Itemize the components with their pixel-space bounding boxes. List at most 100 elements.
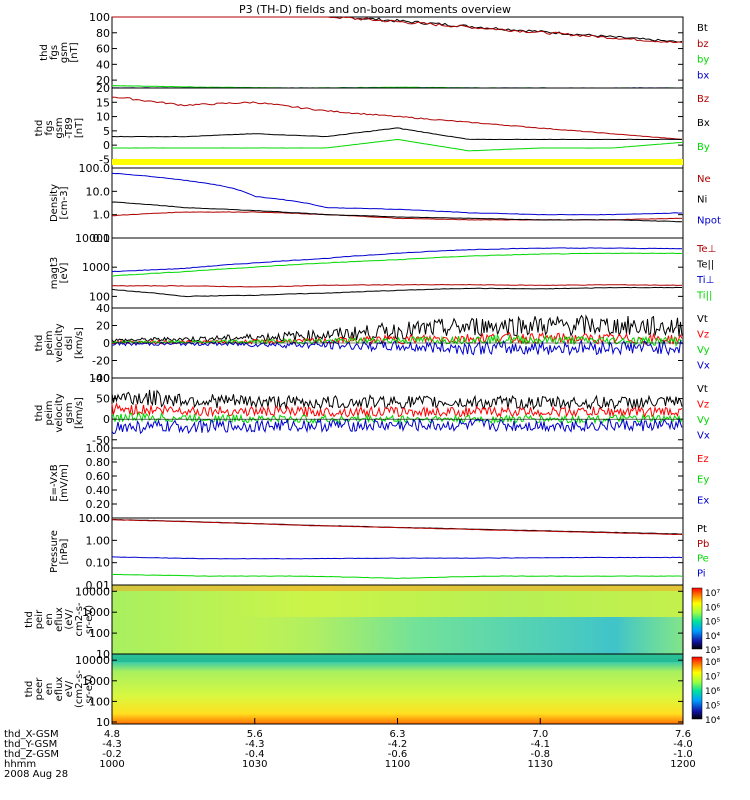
series-line-Vx: [111, 417, 683, 435]
ephemeris-label: thd_Z-GSM: [4, 749, 59, 760]
legend-label: Te||: [696, 260, 714, 271]
legend-label: Bz: [697, 94, 709, 105]
ephemeris-value: 1000: [99, 759, 124, 770]
legend-label: Ti⊥: [696, 275, 714, 286]
panel-5: 100 50 0 -50 thd peim velocity gsm [km/s] Vt Vz Vy V…: [34, 372, 710, 449]
ephemeris-value: -4.3: [245, 739, 265, 750]
y-tick-label: 0.60: [86, 470, 111, 483]
y-tick-label: 100: [89, 372, 110, 385]
y-axis-label: thd: [39, 44, 50, 61]
ephemeris-value: -0.6: [388, 749, 408, 760]
y-tick-label: 10.0: [86, 185, 111, 198]
panel-8: 10⁷ 10⁶ 10⁵ 10⁴ 10³ 10000 1000 100 10 thd peir en ef…: [24, 584, 720, 661]
legend-label: Vy: [697, 345, 710, 356]
y-axis-label: velocity: [54, 393, 65, 432]
y-tick-label: 20: [96, 82, 110, 95]
y-tick-label: 10000: [75, 654, 110, 667]
y-axis-label: thd: [34, 335, 45, 352]
panel-0: 100 80 60 40 20 thd fgs gsm [nT] Bt bz by bx: [39, 11, 709, 89]
y-axis-label: cm2-s-: [74, 602, 85, 636]
y-axis-label: Density: [49, 184, 60, 222]
legend-label: Vt: [697, 384, 708, 395]
y-axis-label: thd: [34, 405, 45, 422]
panel-2: 100.0 10.0 1.0 0.1 Density [cm-3] Ne Ni Npot: [49, 162, 721, 245]
y-tick-label: 10: [96, 648, 110, 661]
y-tick-label: 0.1: [93, 232, 111, 245]
y-axis-label: gsm: [59, 42, 70, 63]
panel-frame: [111, 16, 684, 89]
y-tick-label: 1000: [82, 606, 110, 619]
electron-spectrogram-top-band: [112, 654, 683, 662]
y-axis-label: eflux: [54, 607, 65, 632]
colorbar-tick-label: 10⁶: [705, 603, 720, 613]
y-axis-label: en: [44, 613, 55, 626]
legend-label: Pt: [697, 524, 707, 535]
legend-label: Te⊥: [696, 244, 716, 255]
legend-label: Vy: [697, 415, 710, 426]
y-tick-label: 1.0: [93, 209, 111, 222]
y-tick-label: 100: [89, 290, 110, 303]
y-tick-label: 1000: [82, 675, 110, 688]
y-axis-label: [nT]: [69, 42, 80, 62]
ion-spectrogram-top-band: [112, 585, 683, 591]
legend-label: Ne: [697, 174, 711, 185]
colorbar-tick-label: 10³: [705, 646, 720, 656]
y-tick-label: 20: [96, 74, 110, 87]
annotation-bar: [112, 159, 683, 165]
y-axis-label: -T89: [64, 117, 75, 139]
y-tick-label: 1.00: [86, 534, 111, 547]
colorbar-tick-label: 10⁷: [705, 673, 720, 683]
ephemeris-label: thd_Y-GSM: [4, 739, 57, 750]
y-axis-label: eV/: [64, 680, 75, 697]
y-axis-label: [km/s]: [74, 397, 85, 429]
legend-label: Pi: [697, 568, 706, 579]
y-tick-label: 40: [96, 302, 110, 315]
legend-label: Pe: [697, 554, 709, 565]
legend-label: Vz: [697, 400, 709, 411]
series-line-Pi: [111, 556, 683, 560]
y-axis-label: peim: [44, 330, 55, 355]
legend-label: Ex: [697, 495, 709, 506]
y-tick-label: 15: [96, 96, 110, 109]
ephemeris-value: -4.2: [388, 739, 408, 750]
legend-label: Npot: [697, 215, 721, 226]
series-line-Te||: [111, 286, 682, 298]
legend-label: Pb: [697, 539, 709, 550]
y-tick-label: 1.00: [86, 442, 111, 455]
panel-6: 1.000.800.600.400.200.00 E=-VxB [mV/m] Ez Ey…: [49, 442, 709, 525]
y-axis-label: sr-eV): [84, 674, 95, 703]
y-tick-label: 100: [89, 695, 110, 708]
y-tick-label: 0.01: [86, 579, 111, 592]
y-tick-label: 0.20: [86, 498, 111, 511]
series-line-Vy: [111, 411, 683, 425]
legend-label: Bx: [697, 118, 710, 129]
x-axis-labels: thd_X-GSM 4.8 5.6 6.3 7.0 7.6 thd_Y-GSM -4.3 -4.…: [4, 718, 696, 770]
y-axis-label: eflux: [54, 677, 65, 702]
y-tick-label: 100: [89, 627, 110, 640]
series-line-Te⊥: [111, 283, 683, 288]
colorbar-tick-label: 10⁵: [705, 702, 720, 712]
legend-label: by: [697, 55, 709, 66]
series-line-Bz: [111, 96, 683, 140]
ephemeris-value: 1030: [242, 759, 267, 770]
y-tick-label: 10000: [75, 585, 110, 598]
y-tick-label: 80: [96, 27, 110, 40]
colorbar-tick-label: 10⁷: [705, 589, 720, 599]
ion-spectrogram-low-energy: [232, 617, 683, 654]
y-axis-label: sr-eV): [84, 605, 95, 634]
ephemeris-value: 1130: [528, 759, 553, 770]
series-line-Vx: [112, 339, 683, 356]
panel-4: 40 20 0 -20 -40 thd peim velocity dsl [km/s] Vt Vz V…: [34, 302, 710, 385]
ephemeris-value: -4.0: [673, 739, 693, 750]
y-axis-label: thd: [34, 120, 45, 137]
y-axis-label: [cm-3]: [59, 186, 70, 219]
y-axis-label: [eV]: [59, 263, 70, 284]
y-tick-label: 50: [96, 393, 110, 406]
legend-label: Vx: [697, 431, 710, 442]
y-axis-label: E=-VxB: [49, 464, 60, 501]
ephemeris-value: 1100: [385, 759, 410, 770]
date-label: 2008 Aug 28: [4, 769, 68, 780]
y-axis-label: en: [44, 683, 55, 696]
legend-label: Vx: [697, 361, 710, 372]
